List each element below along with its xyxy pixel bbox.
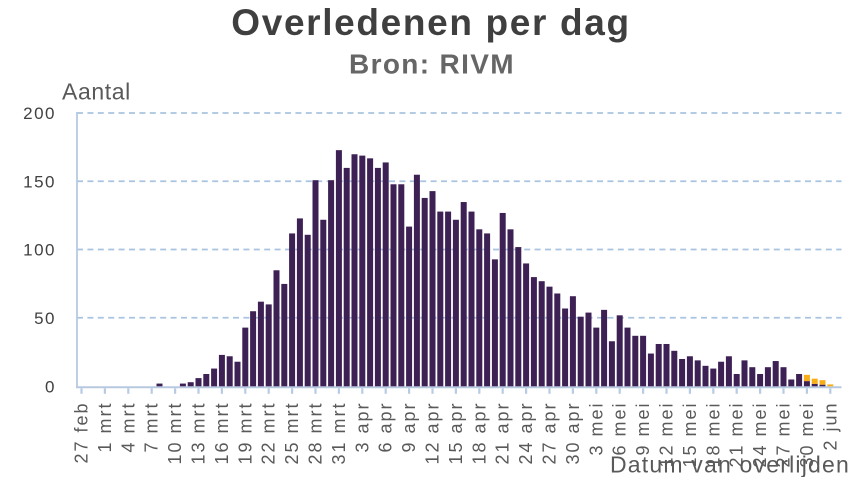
svg-text:Datum van overlijden: Datum van overlijden	[610, 452, 850, 478]
svg-text:18 mei: 18 mei	[703, 402, 723, 468]
svg-text:22 mrt: 22 mrt	[259, 402, 279, 465]
svg-text:24 apr: 24 apr	[516, 402, 536, 465]
svg-text:4 mrt: 4 mrt	[118, 402, 138, 453]
svg-text:9 apr: 9 apr	[399, 402, 419, 453]
svg-text:30 mei: 30 mei	[797, 402, 817, 468]
svg-text:21 apr: 21 apr	[493, 402, 513, 465]
svg-text:18 apr: 18 apr	[469, 402, 489, 465]
svg-text:9 mei: 9 mei	[633, 402, 653, 456]
svg-text:150: 150	[23, 172, 56, 191]
svg-text:Bron: RIVM: Bron: RIVM	[349, 49, 515, 80]
svg-text:1 mrt: 1 mrt	[95, 402, 115, 453]
svg-text:15 mei: 15 mei	[680, 402, 700, 468]
svg-text:21 mei: 21 mei	[727, 402, 747, 468]
svg-text:200: 200	[23, 104, 56, 123]
svg-text:0: 0	[45, 378, 56, 397]
svg-text:30 apr: 30 apr	[563, 402, 583, 465]
svg-text:27 apr: 27 apr	[540, 402, 560, 465]
svg-text:6 mei: 6 mei	[610, 402, 630, 456]
svg-text:3 apr: 3 apr	[352, 402, 372, 453]
svg-text:50: 50	[34, 309, 56, 328]
svg-text:100: 100	[23, 241, 56, 260]
svg-text:15 apr: 15 apr	[446, 402, 466, 465]
svg-text:10 mrt: 10 mrt	[165, 402, 185, 465]
svg-text:25 mrt: 25 mrt	[282, 402, 302, 465]
svg-text:6 apr: 6 apr	[376, 402, 396, 453]
svg-text:16 mrt: 16 mrt	[212, 402, 232, 465]
svg-text:31 mrt: 31 mrt	[329, 402, 349, 465]
svg-text:7 mrt: 7 mrt	[142, 402, 162, 453]
svg-text:Aantal: Aantal	[62, 79, 131, 105]
svg-text:Overledenen per dag: Overledenen per dag	[231, 2, 630, 43]
svg-text:2 jun: 2 jun	[820, 402, 840, 451]
svg-text:19 mrt: 19 mrt	[235, 402, 255, 465]
svg-text:3 mei: 3 mei	[586, 402, 606, 456]
svg-text:28 mrt: 28 mrt	[306, 402, 326, 465]
svg-text:27 mei: 27 mei	[774, 402, 794, 468]
svg-text:12 apr: 12 apr	[423, 402, 443, 465]
svg-text:27 feb: 27 feb	[72, 402, 92, 464]
svg-text:24 mei: 24 mei	[750, 402, 770, 468]
svg-text:13 mrt: 13 mrt	[189, 402, 209, 465]
svg-text:12 mei: 12 mei	[657, 402, 677, 468]
